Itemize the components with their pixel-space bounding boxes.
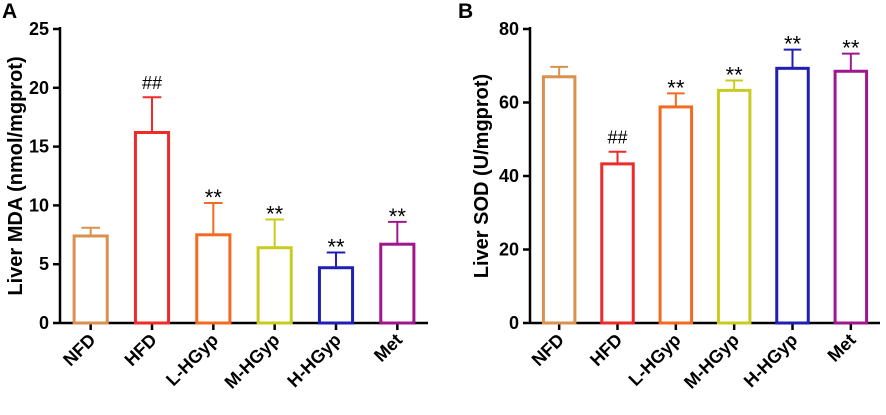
significance-star-label: ** [726,62,744,87]
x-category-label: M-HGyp [680,330,743,393]
bar [256,246,293,325]
y-tick-label: 80 [499,19,519,39]
x-category-label: L-HGyp [625,330,685,390]
significance-hash-label: ## [607,128,627,148]
bar [658,105,694,325]
y-axis-title: Liver SOD (U/mgprot) [471,74,493,278]
x-category-label: H-HGyp [740,330,802,392]
x-category-label: NFD [528,330,568,370]
significance-star-label: ** [389,204,407,229]
y-tick-label: 15 [29,137,49,157]
x-category-label: H-HGyp [283,330,345,392]
panel-a-mda-chart: A Liver MDA (nmol/mgprot) 0 5 10 15 20 25 NFD HFD… [2,0,428,393]
y-tick-label: 5 [39,254,49,274]
bar [716,88,752,325]
bar [317,266,355,325]
bar [133,130,171,325]
y-tick-label: 60 [499,93,519,113]
bar [541,75,577,325]
x-category-label: HFD [121,330,161,370]
x-category-label: L-HGyp [162,330,222,390]
y-tick-label: 10 [29,195,49,215]
x-category-label: Met [370,330,406,366]
significance-star-label: ** [266,202,284,227]
y-tick-label: 20 [499,240,519,260]
panel-letter: B [458,0,473,23]
bar [833,69,869,325]
panel-b-sod-chart: B Liver SOD (U/mgprot) 0 20 40 60 80 NFD HFD ## L-… [458,0,880,393]
y-tick-label: 0 [39,313,49,333]
x-category-label: HFD [586,330,626,370]
significance-star-label: ** [327,234,345,259]
bar [600,162,635,325]
significance-star-label: ** [667,75,685,100]
y-tick-label: 40 [499,166,519,186]
bar [775,66,810,325]
significance-star-label: ** [842,36,860,61]
y-tick-label: 20 [29,78,49,98]
x-category-label: M-HGyp [221,330,284,393]
bar [379,242,416,325]
y-tick-label: 25 [29,19,49,39]
x-category-label: NFD [59,330,99,370]
x-category-label: Met [824,330,860,366]
bar [72,234,109,325]
y-axis-title: Liver MDA (nmol/mgprot) [5,56,27,295]
y-tick-label: 0 [509,313,519,333]
significance-hash-label: ## [142,73,162,93]
significance-star-label: ** [784,32,802,57]
bar [195,233,232,325]
significance-star-label: ** [205,185,223,210]
panel-letter: A [2,0,17,23]
